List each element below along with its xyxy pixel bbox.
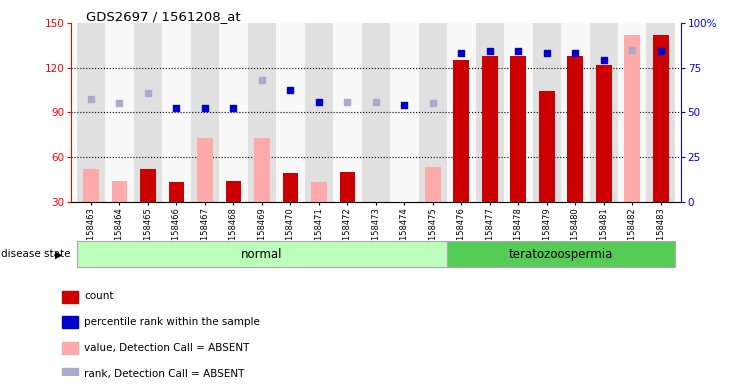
Point — [654, 48, 666, 55]
Bar — [219, 23, 248, 202]
Point — [541, 50, 553, 56]
Bar — [77, 242, 447, 267]
Point — [598, 57, 610, 63]
Bar — [453, 60, 469, 202]
Bar — [539, 91, 554, 202]
Text: count: count — [85, 291, 114, 301]
Bar — [248, 23, 276, 202]
Point — [85, 96, 97, 102]
Bar — [276, 23, 304, 202]
Point — [341, 99, 353, 105]
Bar — [368, 202, 384, 203]
Bar — [254, 137, 270, 202]
Bar — [447, 23, 476, 202]
Bar — [191, 23, 219, 202]
Text: rank, Detection Call = ABSENT: rank, Detection Call = ABSENT — [85, 369, 245, 379]
Bar — [111, 181, 127, 202]
Bar — [304, 23, 333, 202]
Bar — [425, 167, 441, 202]
Text: GDS2697 / 1561208_at: GDS2697 / 1561208_at — [86, 10, 241, 23]
Bar — [596, 65, 612, 202]
Bar — [197, 137, 212, 202]
Point — [569, 50, 581, 56]
Text: ▶: ▶ — [55, 249, 62, 260]
Bar — [62, 368, 78, 380]
Bar — [83, 169, 99, 202]
Bar — [390, 23, 419, 202]
Bar — [162, 23, 191, 202]
Point — [313, 99, 325, 105]
Point — [626, 47, 638, 53]
Text: normal: normal — [241, 248, 283, 261]
Point — [427, 100, 439, 106]
Bar — [646, 23, 675, 202]
Bar — [533, 23, 561, 202]
Bar — [134, 23, 162, 202]
Bar — [311, 182, 327, 202]
Bar — [482, 56, 497, 202]
Bar — [333, 23, 361, 202]
Point — [284, 87, 296, 93]
Point — [256, 76, 268, 83]
Point — [399, 102, 411, 108]
Bar — [447, 242, 675, 267]
Bar — [476, 23, 504, 202]
Point — [370, 99, 382, 105]
Bar — [62, 316, 78, 328]
Text: disease state: disease state — [1, 249, 71, 260]
Text: value, Detection Call = ABSENT: value, Detection Call = ABSENT — [85, 343, 250, 353]
Point — [142, 90, 154, 96]
Point — [114, 100, 126, 106]
Point — [456, 50, 468, 56]
Point — [171, 105, 183, 111]
Text: percentile rank within the sample: percentile rank within the sample — [85, 317, 260, 327]
Bar — [62, 291, 78, 303]
Bar — [283, 173, 298, 202]
Bar — [62, 342, 78, 354]
Bar — [504, 23, 533, 202]
Point — [484, 48, 496, 55]
Bar — [561, 23, 589, 202]
Bar — [653, 35, 669, 202]
Bar — [340, 172, 355, 202]
Bar — [618, 23, 646, 202]
Bar — [168, 182, 184, 202]
Bar — [105, 23, 134, 202]
Bar — [589, 23, 618, 202]
Bar — [625, 35, 640, 202]
Bar — [140, 169, 156, 202]
Bar — [419, 23, 447, 202]
Bar — [361, 23, 390, 202]
Point — [512, 48, 524, 55]
Bar — [226, 181, 242, 202]
Bar — [510, 56, 526, 202]
Bar — [568, 56, 583, 202]
Bar — [77, 23, 105, 202]
Point — [227, 105, 239, 111]
Text: teratozoospermia: teratozoospermia — [509, 248, 613, 261]
Point — [199, 105, 211, 111]
